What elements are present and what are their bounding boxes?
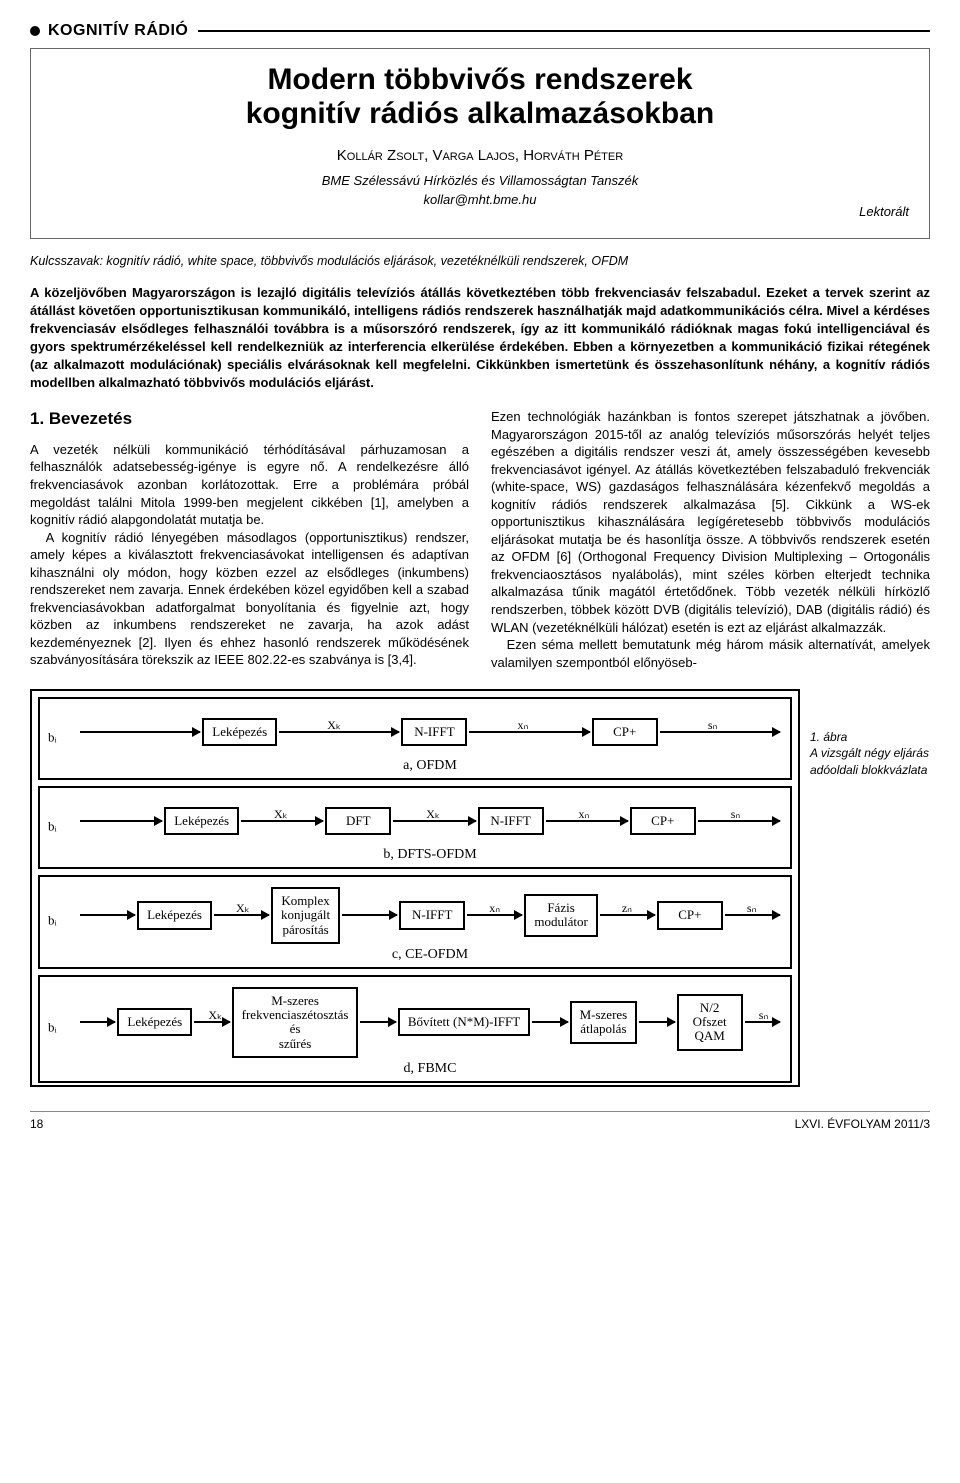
arrow-icon [80,914,135,916]
arrow-icon [360,1021,395,1023]
column-left: 1. Bevezetés A vezeték nélküli kommuniká… [30,408,469,671]
diagram-row-inner: LeképezésXₖDFTXₖN-IFFTxₙCP+sₙ [78,798,782,844]
section-label: KOGNITÍV RÁDIÓ [48,20,188,42]
signal-label: sₙ [731,806,740,822]
arrow-icon [342,914,397,916]
arrow-icon [80,1021,115,1023]
figure-1: bᵢLeképezésXₖN-IFFTxₙCP+sₙa, OFDMbᵢLekép… [30,689,930,1087]
input-signal-label: bᵢ [48,817,57,835]
arrow-icon: Xₖ [393,820,475,822]
signal-label: Xₖ [327,717,341,733]
arrow-icon: Xₖ [214,914,269,916]
signal-label: xₙ [578,806,589,822]
column-right: Ezen technológiák hazánkban is fontos sz… [491,408,930,671]
arrow-icon: Xₖ [194,1021,229,1023]
block: Leképezés [137,901,212,929]
signal-label: xₙ [489,900,500,916]
para: Ezen séma mellett bemutatunk még három m… [491,636,930,671]
arrow-icon [532,1021,567,1023]
signal-label: sₙ [708,717,717,733]
signal-label: zₙ [622,900,632,916]
arrow-icon: xₙ [469,731,589,733]
para: A kognitív rádió lényegében másodlagos (… [30,529,469,669]
keywords: Kulcsszavak: kognitív rádió, white space… [30,253,930,270]
block: M-szeresátlapolás [570,1001,638,1044]
signal-label: sₙ [759,1007,768,1023]
arrow-icon: zₙ [600,914,655,916]
block: N-IFFT [401,718,467,746]
figure-number: 1. ábra [810,730,847,744]
figure-caption: 1. ábra A vizsgált négy eljárás adóoldal… [810,689,930,778]
title-line-1: Modern többvivős rendszerek [267,63,692,96]
page-footer: 18 LXVI. ÉVFOLYAM 2011/3 [30,1111,930,1132]
diagram-row-inner: LeképezésXₖM-szeresfrekvenciaszétosztásé… [78,987,782,1058]
arrow-icon: sₙ [660,731,780,733]
signal-label: xₙ [518,717,529,733]
body-columns: 1. Bevezetés A vezeték nélküli kommuniká… [30,408,930,671]
input-signal-label: bᵢ [48,911,57,929]
arrow-icon: sₙ [698,820,780,822]
block: Fázismodulátor [524,894,597,937]
diagram-row-title: b, DFTS-OFDM [78,846,782,865]
block: N-IFFT [478,807,544,835]
arrow-icon: sₙ [725,914,780,916]
signal-label: sₙ [747,900,756,916]
arrow-icon: Xₖ [241,820,323,822]
block: N/2OfszetQAM [677,994,743,1051]
header-rule [198,30,930,32]
block: Leképezés [117,1008,192,1036]
heading-intro: 1. Bevezetés [30,408,469,431]
diagram-row: bᵢLeképezésXₖN-IFFTxₙCP+sₙa, OFDM [38,697,792,780]
page-number: 18 [30,1116,43,1132]
diagram-row-title: c, CE-OFDM [78,946,782,965]
abstract: A közeljövőben Magyarországon is lezajló… [30,284,930,392]
affiliation: BME Szélessávú Hírközlés és Villamosságt… [51,172,909,190]
diagram-row: bᵢLeképezésXₖM-szeresfrekvenciaszétosztá… [38,975,792,1083]
signal-label: Xₖ [274,806,288,822]
arrow-icon: sₙ [745,1021,780,1023]
diagram-row-inner: LeképezésXₖN-IFFTxₙCP+sₙ [78,709,782,755]
block: DFT [325,807,391,835]
block: N-IFFT [399,901,465,929]
authors: Kollár Zsolt, Varga Lajos, Horváth Péter [51,146,909,166]
input-signal-label: bᵢ [48,728,57,746]
para: Ezen technológiák hazánkban is fontos sz… [491,408,930,636]
issue-label: LXVI. ÉVFOLYAM 2011/3 [795,1116,930,1132]
signal-label: Xₖ [208,1007,222,1023]
block: Leképezés [202,718,277,746]
diagram-row: bᵢLeképezésXₖDFTXₖN-IFFTxₙCP+sₙb, DFTS-O… [38,786,792,869]
arrow-icon: xₙ [467,914,522,916]
block: CP+ [592,718,658,746]
block-diagram: bᵢLeképezésXₖN-IFFTxₙCP+sₙa, OFDMbᵢLekép… [30,689,800,1087]
figure-caption-text: A vizsgált négy eljárás adóoldali blokkv… [810,746,929,776]
arrow-icon [80,820,162,822]
arrow-icon [80,731,200,733]
title-line-2: kognitív rádiós alkalmazásokban [246,97,715,130]
input-signal-label: bᵢ [48,1018,57,1036]
block: CP+ [657,901,723,929]
diagram-row-title: a, OFDM [78,757,782,776]
signal-label: Xₖ [236,900,250,916]
block: Leképezés [164,807,239,835]
arrow-icon [639,1021,674,1023]
bullet-icon [30,26,40,36]
arrow-icon: xₙ [546,820,628,822]
para: A vezeték nélküli kommunikáció térhódítá… [30,441,469,529]
block: Bővített (N*M)-IFFT [398,1008,530,1036]
block: M-szeresfrekvenciaszétosztásésszűrés [232,987,359,1058]
title-box: Modern többvivős rendszerek kognitív rád… [30,48,930,240]
arrow-icon: Xₖ [279,731,399,733]
article-title: Modern többvivős rendszerek kognitív rád… [51,63,909,132]
diagram-row-title: d, FBMC [78,1060,782,1079]
signal-label: Xₖ [426,806,440,822]
diagram-row: bᵢLeképezésXₖKomplexkonjugáltpárosításN-… [38,875,792,969]
block: Komplexkonjugáltpárosítás [271,887,340,944]
block: CP+ [630,807,696,835]
section-header: KOGNITÍV RÁDIÓ [30,20,930,42]
diagram-row-inner: LeképezésXₖKomplexkonjugáltpárosításN-IF… [78,887,782,944]
